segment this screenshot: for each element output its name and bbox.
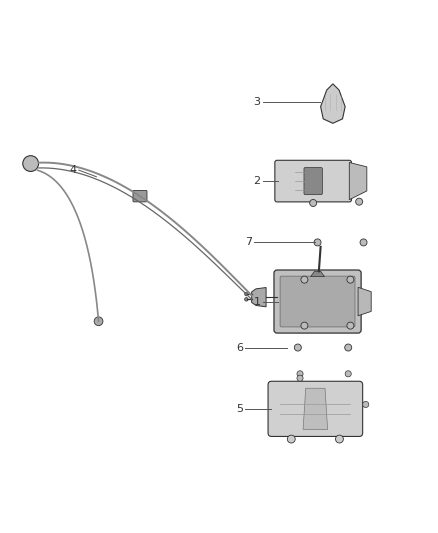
Circle shape xyxy=(360,239,367,246)
Circle shape xyxy=(347,276,354,283)
Polygon shape xyxy=(321,84,345,123)
FancyBboxPatch shape xyxy=(275,160,351,202)
Polygon shape xyxy=(303,388,328,430)
Text: 4: 4 xyxy=(70,165,77,175)
Circle shape xyxy=(310,199,317,206)
Circle shape xyxy=(347,322,354,329)
Circle shape xyxy=(345,344,352,351)
Text: 2: 2 xyxy=(254,176,261,186)
Circle shape xyxy=(287,435,295,443)
FancyBboxPatch shape xyxy=(133,190,147,202)
Polygon shape xyxy=(358,287,371,316)
Circle shape xyxy=(23,156,39,172)
FancyBboxPatch shape xyxy=(268,381,363,437)
Circle shape xyxy=(345,371,351,377)
Polygon shape xyxy=(350,163,367,200)
Circle shape xyxy=(336,435,343,443)
Text: 7: 7 xyxy=(245,237,252,247)
Text: 1: 1 xyxy=(254,296,261,306)
FancyBboxPatch shape xyxy=(274,270,361,333)
Circle shape xyxy=(314,239,321,246)
Circle shape xyxy=(244,292,248,296)
Text: 3: 3 xyxy=(254,97,261,107)
Circle shape xyxy=(297,375,303,381)
Circle shape xyxy=(356,198,363,205)
Circle shape xyxy=(301,276,308,283)
Circle shape xyxy=(363,401,369,408)
FancyBboxPatch shape xyxy=(280,276,355,327)
Text: 6: 6 xyxy=(236,343,243,352)
Circle shape xyxy=(94,317,103,326)
Polygon shape xyxy=(251,287,266,307)
Circle shape xyxy=(244,297,248,301)
Circle shape xyxy=(294,344,301,351)
FancyBboxPatch shape xyxy=(304,167,322,195)
Polygon shape xyxy=(311,271,325,277)
Text: 5: 5 xyxy=(236,404,243,414)
Circle shape xyxy=(297,371,303,377)
Circle shape xyxy=(301,322,308,329)
